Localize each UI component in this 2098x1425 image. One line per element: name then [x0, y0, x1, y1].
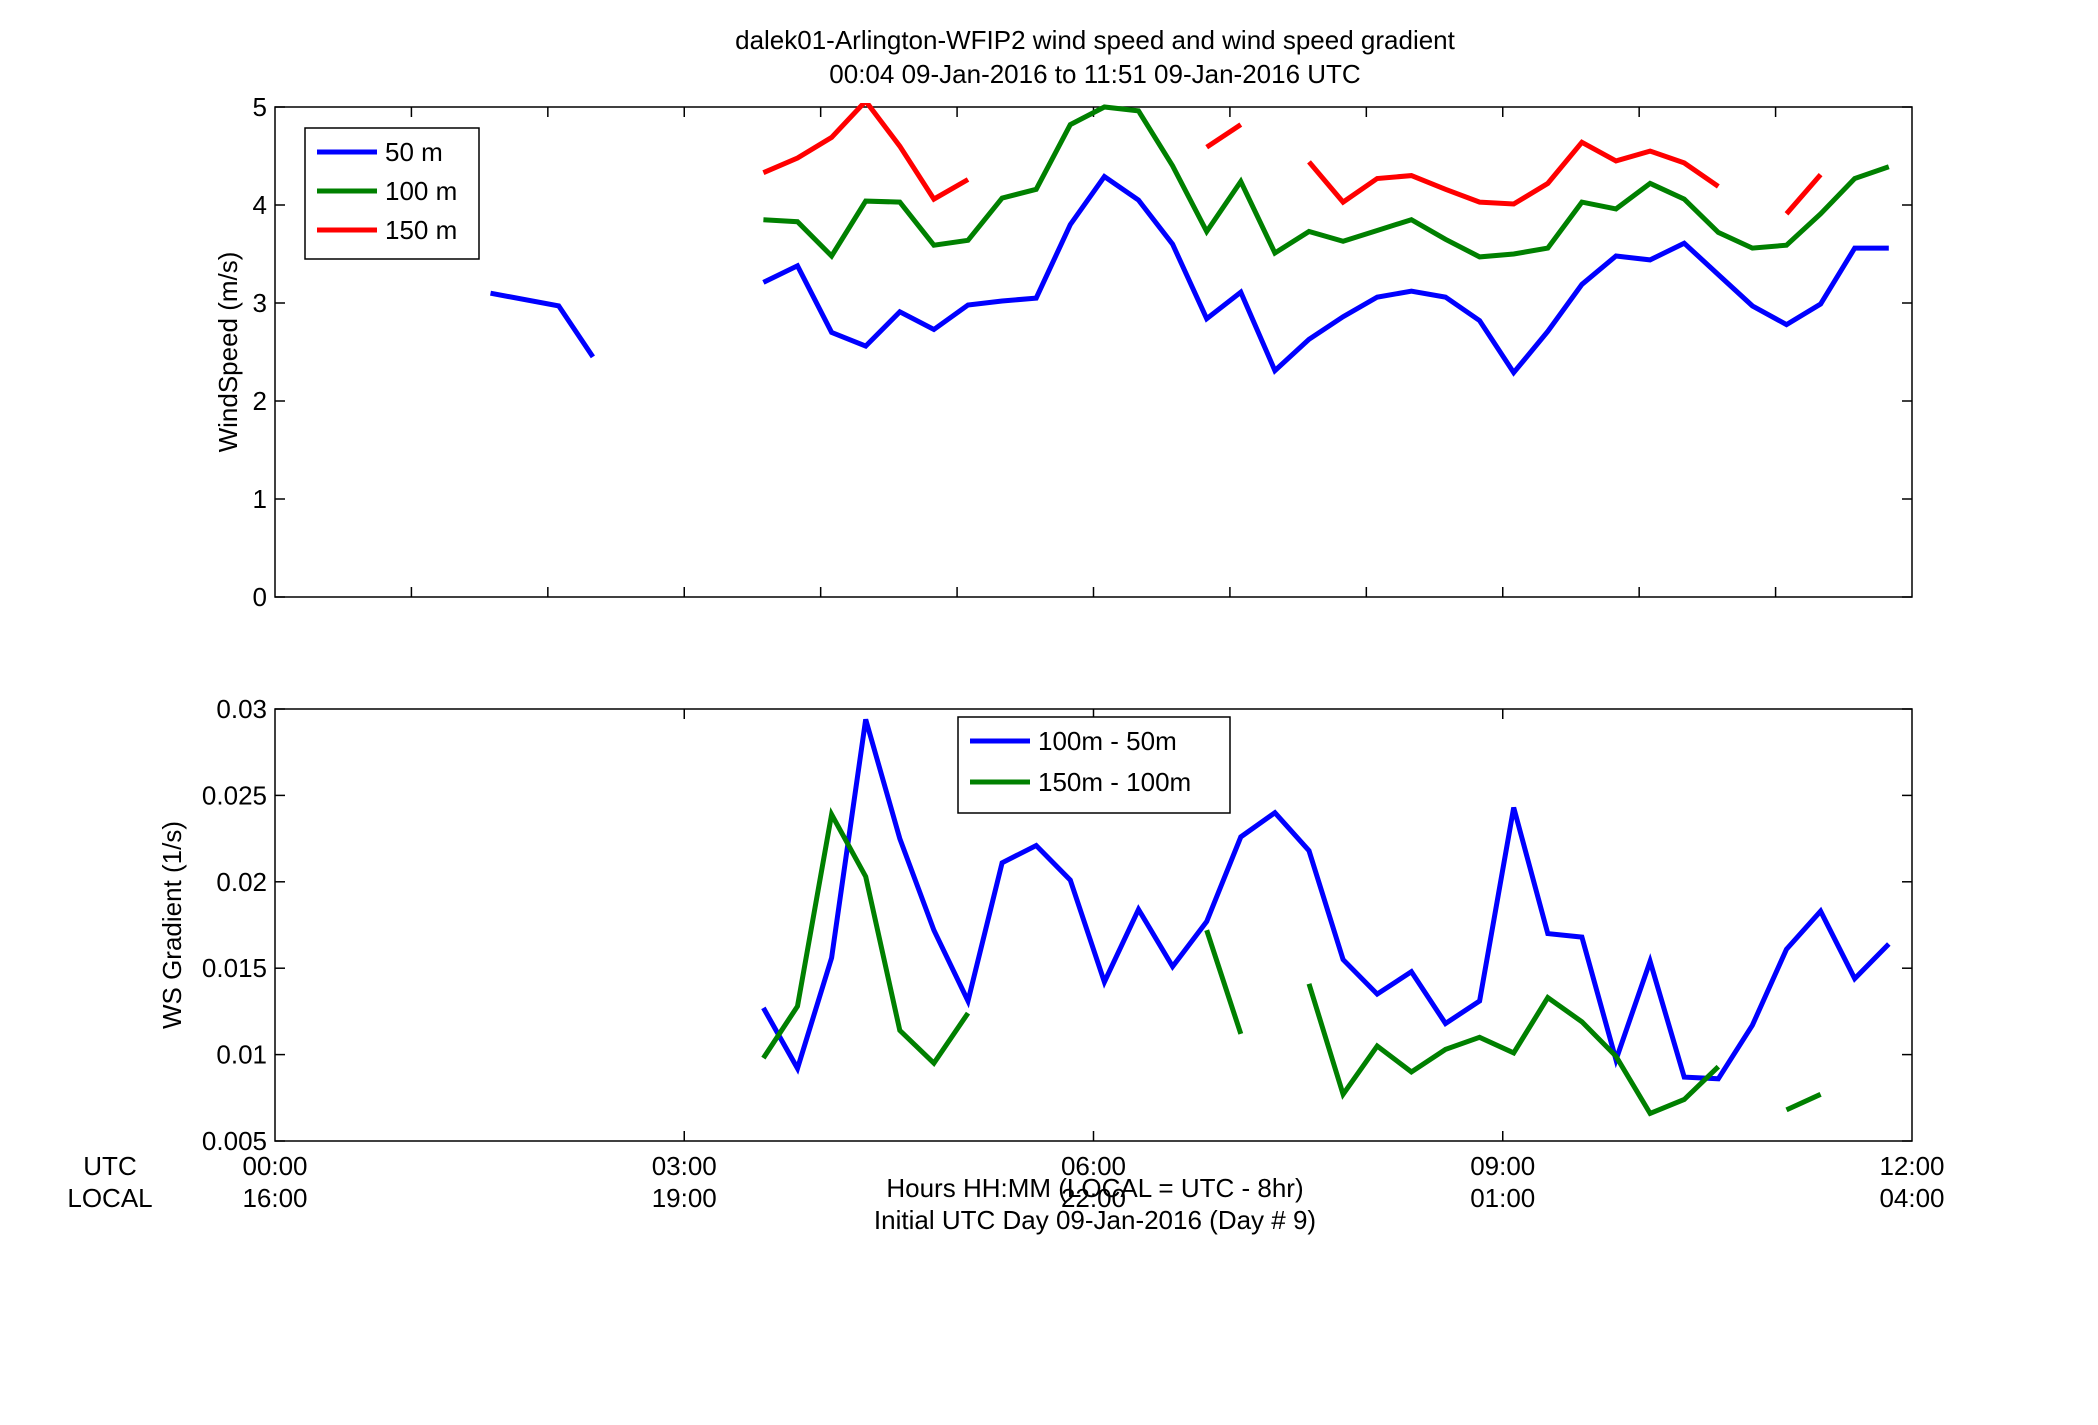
gradient-series-100m-50m — [761, 718, 1891, 1082]
local-tick-label: 04:00 — [1879, 1183, 1944, 1213]
speed-y-tick-label: 2 — [253, 386, 267, 416]
gradient-legend-label: 150m - 100m — [1038, 767, 1191, 797]
chart-title-line2: 00:04 09-Jan-2016 to 11:51 09-Jan-2016 U… — [829, 59, 1360, 89]
gradient-series-150m-100m — [761, 806, 1822, 1117]
gradient-legend: 100m - 50m 150m - 100m — [957, 716, 1231, 814]
utc-tick-labels: 00:00 03:00 06:00 09:00 12:00 — [242, 1151, 1944, 1181]
local-row-label: LOCAL — [67, 1183, 152, 1213]
speed-series-line — [1784, 172, 1823, 216]
wind-gradient-panel: 0.005 0.01 0.015 0.02 0.025 0.03 WS Gradient (… — [157, 694, 1913, 1156]
speed-y-tick-label: 1 — [253, 484, 267, 514]
local-tick-labels: 16:00 19:00 22:00 01:00 04:00 — [242, 1183, 1944, 1213]
wind-speed-panel: 0 1 2 3 4 5 WindSpeed (m/s) 50 m 100 m 150 m — [213, 92, 1913, 612]
speed-series-150-m — [762, 103, 1823, 216]
gradient-series-line — [761, 806, 971, 1068]
gradient-series-line — [1306, 983, 1721, 1117]
speed-y-tick-label: 4 — [253, 190, 267, 220]
speed-series-100-m — [763, 104, 1890, 261]
utc-tick-label: 03:00 — [652, 1151, 717, 1181]
utc-tick-label: 00:00 — [242, 1151, 307, 1181]
utc-tick-label: 09:00 — [1470, 1151, 1535, 1181]
local-tick-label: 22:00 — [1061, 1183, 1126, 1213]
gradient-y-tick-label: 0.02 — [216, 867, 267, 897]
speed-series-line — [763, 104, 1890, 261]
speed-legend-label: 150 m — [385, 215, 457, 245]
gradient-series-line — [1785, 1092, 1822, 1113]
speed-series-line — [762, 103, 970, 203]
speed-y-axis-label: WindSpeed (m/s) — [213, 252, 243, 453]
utc-tick-label: 12:00 — [1879, 1151, 1944, 1181]
chart-title-line1: dalek01-Arlington-WFIP2 wind speed and w… — [735, 25, 1456, 55]
gradient-legend-label: 100m - 50m — [1038, 726, 1177, 756]
speed-axes-box — [274, 106, 1913, 598]
local-tick-label: 16:00 — [242, 1183, 307, 1213]
speed-series-line — [490, 290, 595, 359]
speed-legend: 50 m 100 m 150 m — [304, 127, 480, 260]
x-axis-label-line2: Initial UTC Day 09-Jan-2016 (Day # 9) — [874, 1205, 1316, 1235]
speed-y-tick-label: 3 — [253, 288, 267, 318]
gradient-series-line — [761, 718, 1891, 1082]
speed-y-tick-label: 0 — [253, 582, 267, 612]
speed-y-tick-label: 5 — [253, 92, 267, 122]
speed-legend-label: 100 m — [385, 176, 457, 206]
speed-series-50-m — [490, 173, 1889, 377]
gradient-y-tick-label: 0.015 — [202, 953, 267, 983]
gradient-y-tick-label: 0.03 — [216, 694, 267, 724]
gradient-series-line — [1204, 929, 1244, 1035]
local-tick-label: 01:00 — [1470, 1183, 1535, 1213]
utc-row-label: UTC — [83, 1151, 136, 1181]
gradient-y-tick-label: 0.01 — [216, 1040, 267, 1070]
gradient-y-tick-label: 0.005 — [202, 1126, 267, 1156]
utc-tick-label: 06:00 — [1061, 1151, 1126, 1181]
gradient-y-tick-label: 0.025 — [202, 780, 267, 810]
gradient-legend-box — [957, 716, 1231, 814]
local-tick-label: 19:00 — [652, 1183, 717, 1213]
gradient-y-axis-label: WS Gradient (1/s) — [157, 821, 187, 1029]
x-axis-label-line1: Hours HH:MM (LOCAL = UTC - 8hr) — [886, 1173, 1303, 1203]
speed-series-line — [1307, 139, 1720, 207]
speed-series-line — [1205, 122, 1243, 150]
speed-series-line — [762, 173, 1889, 377]
speed-legend-label: 50 m — [385, 137, 443, 167]
